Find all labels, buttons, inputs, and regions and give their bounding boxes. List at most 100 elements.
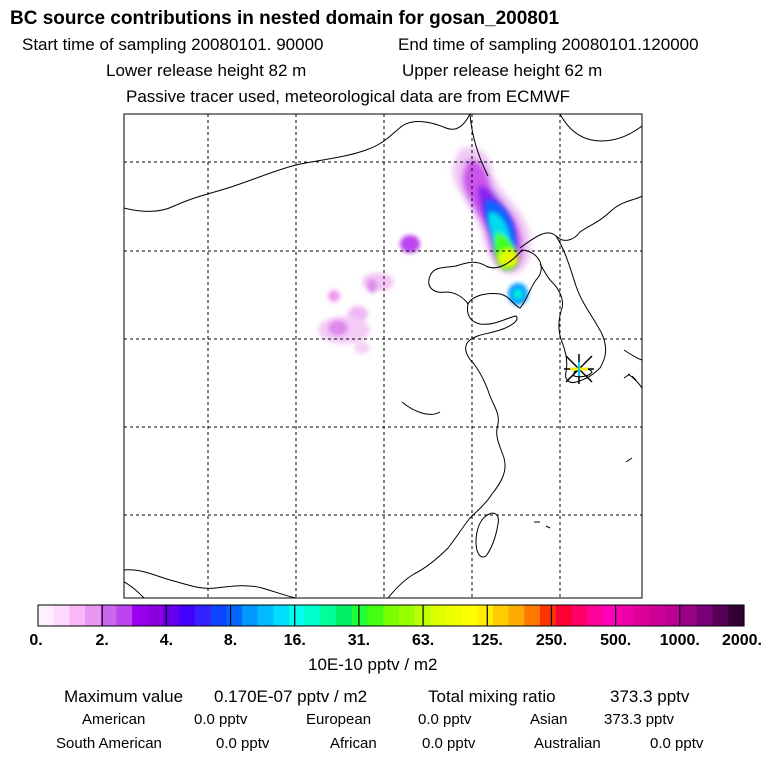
colorbar-cell — [634, 605, 651, 626]
colorbar-cells — [38, 605, 745, 626]
colorbar-tick-labels: 0. 2. 4. 8. 16. 31. 63. 125. 250. 500. 1000. 2000. — [29, 632, 762, 649]
colorbar-cell — [445, 605, 463, 626]
coast-japan-a — [623, 349, 642, 361]
coast-shandong — [387, 303, 518, 598]
colorbar-cell — [336, 605, 353, 626]
colorbar-cell — [398, 605, 416, 626]
colorbar-cell — [210, 605, 227, 626]
colorbar-cell — [53, 605, 70, 626]
region-value-european: 0.0 pptv — [418, 711, 472, 728]
colorbar-cell — [147, 605, 165, 626]
colorbar-cell — [351, 605, 369, 626]
region-name-australian: Australian — [534, 735, 601, 752]
max-value: 0.170E-07 pptv / m2 — [214, 687, 368, 706]
colorbar-frame — [37, 604, 745, 627]
colorbar-cell — [712, 605, 729, 626]
colorbar-cell — [696, 605, 714, 626]
colorbar-separators — [101, 605, 681, 626]
max-value-label: Maximum value — [64, 687, 184, 706]
colorbar-cell — [649, 605, 667, 626]
colorbar-cell — [257, 605, 274, 626]
blob-west-1b — [367, 279, 377, 293]
colorbar-cell — [85, 605, 102, 626]
colorbar-tick-label: 31. — [348, 632, 370, 649]
colorbar-cell — [587, 605, 604, 626]
colorbar-units: 10E-10 pptv / m2 — [308, 655, 438, 674]
island-taiwan — [475, 512, 499, 558]
border-south — [124, 569, 297, 598]
receptor-marker — [564, 354, 594, 384]
coast-river — [401, 401, 441, 415]
coastlines — [124, 114, 642, 598]
total-mixing-value: 373.3 pptv — [610, 687, 690, 706]
colorbar-cell — [241, 605, 259, 626]
colorbar-cell — [116, 605, 133, 626]
colorbar-cell — [69, 605, 86, 626]
colorbar-cell — [728, 605, 745, 626]
coast-japan-b — [627, 373, 642, 389]
border-korea — [519, 195, 642, 249]
colorbar-cell — [367, 605, 384, 626]
region-name-south-american: South American — [56, 735, 162, 752]
colorbar-cell — [618, 605, 635, 626]
start-time-label: Start time of sampling 20080101. 90000 — [22, 35, 324, 54]
colorbar-cell — [179, 605, 196, 626]
colorbar-cell — [38, 605, 55, 626]
colorbar-cell — [226, 605, 243, 626]
region-name-african: African — [330, 735, 377, 752]
region-value-american: 0.0 pptv — [194, 711, 248, 728]
blob-west-4b — [328, 320, 348, 336]
colorbar-tick-label: 2. — [96, 632, 109, 649]
colorbar: 0. 2. 4. 8. 16. 31. 63. 125. 250. 500. 1000. 2000. — [29, 604, 762, 649]
chart-title: BC source contributions in nested domain… — [10, 8, 560, 29]
tracer-line: Passive tracer used, meteorological data… — [126, 87, 571, 106]
total-mixing-label: Total mixing ratio — [428, 687, 556, 706]
colorbar-cell — [555, 605, 573, 626]
colorbar-tick-label: 1000. — [660, 632, 700, 649]
colorbar-tick-label: 8. — [224, 632, 237, 649]
colorbar-cell — [132, 605, 149, 626]
map-frame — [123, 113, 643, 599]
colorbar-tick-label: 2000. — [722, 632, 762, 649]
blob-west-2 — [328, 290, 340, 302]
upper-release-label: Upper release height 62 m — [402, 61, 603, 80]
colorbar-cell — [492, 605, 510, 626]
border-manchuria — [559, 114, 642, 142]
colorbar-cell — [100, 605, 118, 626]
concentration-field — [318, 146, 531, 354]
border-north — [469, 114, 489, 177]
colorbar-cell — [540, 605, 557, 626]
blob-west-1 — [362, 273, 394, 291]
coast-korea — [539, 235, 607, 383]
colorbar-cell — [571, 605, 588, 626]
colorbar-cell — [273, 605, 290, 626]
region-name-european: European — [306, 711, 372, 728]
coast-gulf — [124, 581, 145, 598]
region-value-african: 0.0 pptv — [422, 735, 476, 752]
colorbar-cell — [665, 605, 682, 626]
region-value-australian: 0.0 pptv — [650, 735, 704, 752]
region-name-american: American — [82, 711, 146, 728]
colorbar-cell — [320, 605, 337, 626]
colorbar-tick-label: 250. — [536, 632, 567, 649]
colorbar-cell — [383, 605, 400, 626]
blob-west-5 — [354, 342, 370, 354]
colorbar-tick-label: 63. — [412, 632, 434, 649]
plume-core — [506, 256, 514, 264]
blob-bohai-core — [513, 289, 523, 299]
colorbar-cell — [477, 605, 494, 626]
colorbar-cell — [681, 605, 698, 626]
coast-islands — [534, 373, 637, 529]
lower-release-label: Lower release height 82 m — [106, 61, 307, 80]
region-value-south-american: 0.0 pptv — [216, 735, 270, 752]
colorbar-tick-label: 500. — [600, 632, 631, 649]
border-mongolia — [124, 114, 471, 212]
region-name-asian: Asian — [530, 711, 568, 728]
colorbar-cell — [602, 605, 620, 626]
map-plot — [123, 113, 643, 599]
colorbar-cell — [194, 605, 212, 626]
colorbar-tick-label: 16. — [284, 632, 306, 649]
colorbar-cell — [430, 605, 447, 626]
region-value-asian: 373.3 pptv — [604, 711, 675, 728]
colorbar-cell — [508, 605, 525, 626]
